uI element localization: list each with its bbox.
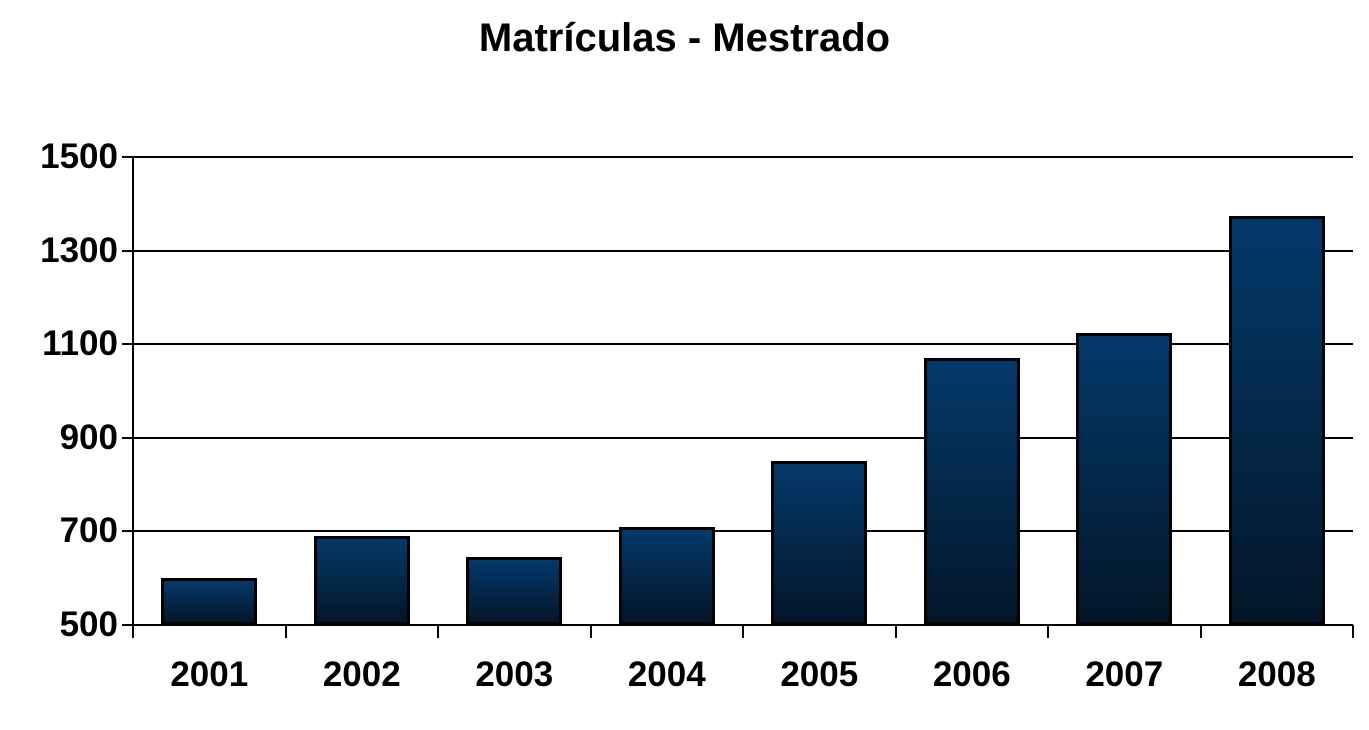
plot-area xyxy=(122,156,1354,638)
x-axis-tick xyxy=(284,625,287,638)
x-axis-tick-label: 2005 xyxy=(780,655,859,694)
x-axis-tick-label: 2001 xyxy=(170,655,249,694)
bar-2008 xyxy=(1228,215,1325,625)
y-axis-tick-label: 1500 xyxy=(40,137,118,176)
gridline xyxy=(122,156,1353,158)
x-axis-tick-label: 2007 xyxy=(1085,655,1164,694)
bar-2005 xyxy=(771,461,868,625)
x-axis-tick-label: 2002 xyxy=(322,655,401,694)
bar-2004 xyxy=(618,526,715,625)
gridline xyxy=(122,530,1353,533)
bar-2007 xyxy=(1076,332,1173,625)
x-axis-tick xyxy=(1047,625,1049,638)
gridline xyxy=(122,624,1353,626)
y-axis-tick-label: 1100 xyxy=(42,324,118,364)
bar-2003 xyxy=(466,557,563,625)
x-axis-tick-label: 2003 xyxy=(475,655,554,694)
bar-2001 xyxy=(161,578,258,625)
bar-2002 xyxy=(313,536,410,625)
y-axis-line xyxy=(132,157,134,638)
x-axis-tick xyxy=(589,625,592,638)
y-axis-tick-label: 1300 xyxy=(40,230,118,270)
y-axis-tick-label: 700 xyxy=(59,511,118,551)
x-axis-tick xyxy=(894,625,897,638)
gridline xyxy=(122,343,1353,346)
gridline xyxy=(122,436,1353,439)
bar-2006 xyxy=(923,358,1020,625)
x-axis-tick xyxy=(437,625,439,638)
y-axis-tick-label: 900 xyxy=(59,417,118,457)
x-axis-tick-label: 2004 xyxy=(627,655,706,694)
x-axis-tick-label: 2006 xyxy=(932,655,1011,694)
x-axis-tick xyxy=(742,625,744,638)
x-axis-tick-label: 2008 xyxy=(1237,655,1316,694)
y-axis-tick-label: 500 xyxy=(59,605,118,644)
gridline xyxy=(122,249,1353,252)
chart-title: Matrículas - Mestrado xyxy=(478,16,891,60)
x-axis-tick xyxy=(1199,625,1202,638)
x-axis-tick xyxy=(1352,625,1354,638)
